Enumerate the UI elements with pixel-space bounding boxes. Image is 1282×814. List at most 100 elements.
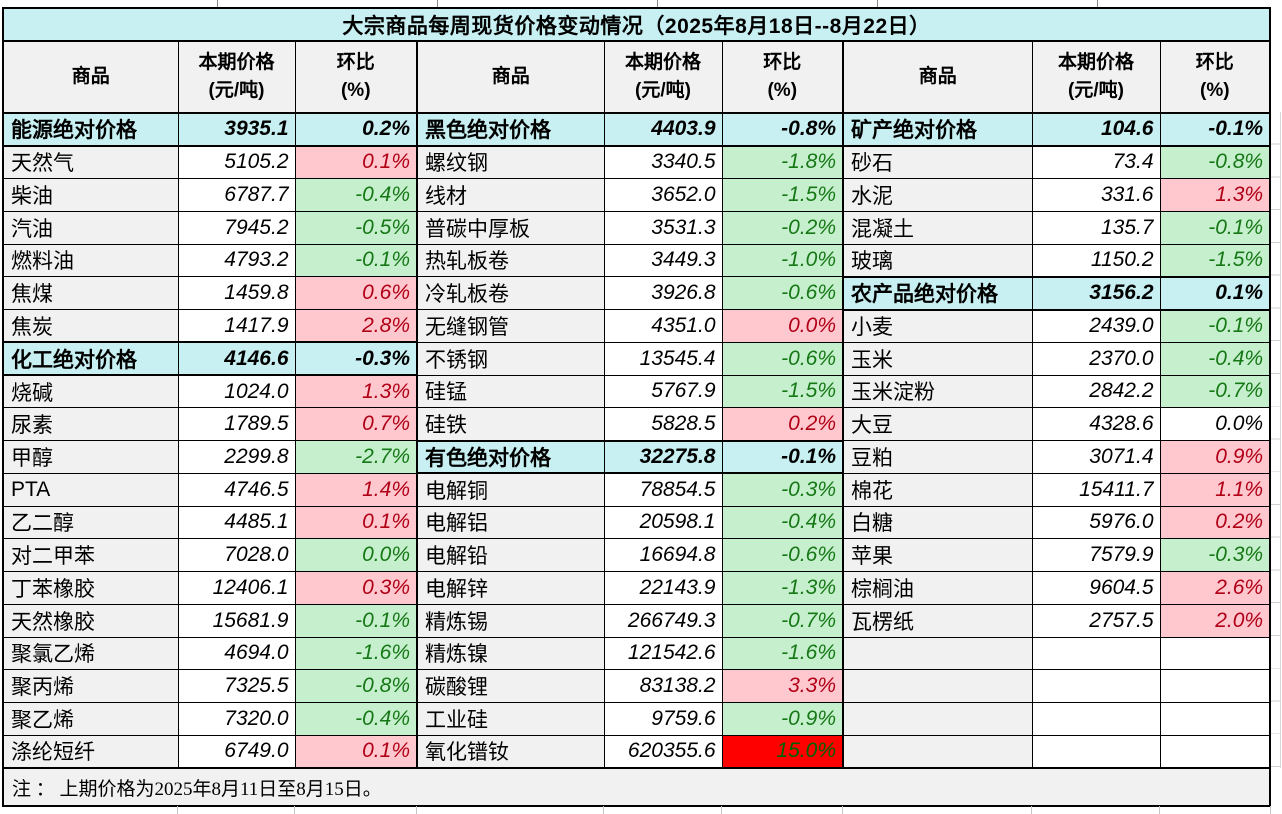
category-name-cell[interactable]: 有色绝对价格 (416, 439, 605, 475)
price-cell[interactable]: 4328.6 (1031, 407, 1161, 441)
commodity-name-cell[interactable]: 电解锌 (416, 571, 605, 605)
commodity-name-cell[interactable]: 普碳中厚板 (416, 210, 605, 245)
price-cell[interactable]: 20598.1 (603, 505, 723, 540)
price-cell[interactable]: 4403.9 (603, 112, 723, 147)
pct-cell[interactable] (1159, 702, 1272, 736)
commodity-name-cell[interactable]: 瓦楞纸 (842, 603, 1033, 638)
commodity-name-cell[interactable]: 天然气 (2, 145, 179, 179)
pct-cell[interactable]: -0.5% (294, 210, 418, 245)
price-cell[interactable]: 1150.2 (1031, 243, 1161, 278)
commodity-name-cell[interactable]: 苹果 (842, 538, 1033, 572)
pct-cell[interactable]: -0.1% (294, 603, 418, 638)
commodity-name-cell[interactable]: 工业硅 (416, 702, 605, 736)
price-cell[interactable]: 3935.1 (177, 112, 296, 147)
pct-cell[interactable]: -1.8% (721, 145, 844, 179)
price-cell[interactable] (1031, 702, 1161, 736)
pct-cell[interactable]: -0.6% (721, 341, 844, 376)
pct-cell[interactable]: 0.2% (1159, 505, 1272, 540)
commodity-name-cell[interactable]: 汽油 (2, 210, 179, 245)
commodity-name-cell[interactable]: 无缝钢管 (416, 309, 605, 343)
price-cell[interactable]: 331.6 (1031, 178, 1161, 212)
category-name-cell[interactable]: 农产品绝对价格 (842, 275, 1033, 311)
header-pct-2[interactable]: 环比 (%) (721, 40, 844, 114)
pct-cell[interactable]: 1.3% (294, 374, 418, 409)
price-cell[interactable]: 5767.9 (603, 374, 723, 409)
commodity-name-cell[interactable]: 玉米淀粉 (842, 374, 1033, 409)
header-price-2[interactable]: 本期价格 (元/吨) (603, 40, 723, 114)
price-cell[interactable]: 7028.0 (177, 538, 296, 572)
commodity-name-cell[interactable]: 尿素 (2, 407, 179, 441)
commodity-name-cell[interactable]: 聚丙烯 (2, 669, 179, 703)
price-cell[interactable]: 22143.9 (603, 571, 723, 605)
commodity-name-cell[interactable]: 棉花 (842, 472, 1033, 507)
commodity-name-cell[interactable]: 碳酸锂 (416, 669, 605, 703)
pct-cell[interactable]: -0.1% (294, 243, 418, 278)
price-cell[interactable]: 2299.8 (177, 440, 296, 474)
price-cell[interactable] (1031, 734, 1161, 769)
pct-cell[interactable]: -0.4% (1159, 341, 1272, 376)
price-cell[interactable]: 78854.5 (603, 472, 723, 507)
pct-cell[interactable]: -0.2% (721, 210, 844, 245)
pct-cell[interactable]: 1.4% (294, 472, 418, 507)
price-cell[interactable]: 2842.2 (1031, 374, 1161, 409)
commodity-name-cell[interactable]: 线材 (416, 178, 605, 212)
commodity-name-cell[interactable]: 电解铝 (416, 505, 605, 540)
commodity-name-cell[interactable] (842, 734, 1033, 769)
price-cell[interactable]: 3156.2 (1031, 275, 1161, 311)
price-cell[interactable]: 3071.4 (1031, 440, 1161, 474)
price-cell[interactable]: 7325.5 (177, 669, 296, 703)
pct-cell[interactable]: 2.8% (294, 309, 418, 343)
pct-cell[interactable]: 0.2% (721, 407, 844, 441)
price-cell[interactable]: 2370.0 (1031, 341, 1161, 376)
price-cell[interactable]: 13545.4 (603, 341, 723, 376)
pct-cell[interactable] (1159, 669, 1272, 703)
price-cell[interactable]: 83138.2 (603, 669, 723, 703)
commodity-name-cell[interactable]: 烧碱 (2, 374, 179, 409)
pct-cell[interactable]: -0.6% (721, 276, 844, 310)
pct-cell[interactable]: 0.2% (294, 112, 418, 147)
pct-cell[interactable]: 0.1% (294, 734, 418, 769)
pct-cell[interactable]: 0.3% (294, 571, 418, 605)
price-cell[interactable]: 7320.0 (177, 702, 296, 736)
pct-cell[interactable]: 0.1% (1159, 275, 1272, 311)
price-cell[interactable]: 3531.3 (603, 210, 723, 245)
price-cell[interactable]: 135.7 (1031, 210, 1161, 245)
pct-cell[interactable]: -0.3% (721, 472, 844, 507)
price-cell[interactable]: 4146.6 (177, 341, 296, 376)
pct-cell[interactable]: 0.1% (294, 145, 418, 179)
pct-cell[interactable]: 0.9% (1159, 440, 1272, 474)
price-cell[interactable]: 4694.0 (177, 636, 296, 671)
price-cell[interactable]: 4351.0 (603, 309, 723, 343)
pct-cell[interactable]: -1.5% (721, 178, 844, 212)
commodity-name-cell[interactable]: 涤纶短纤 (2, 734, 179, 769)
commodity-name-cell[interactable]: 水泥 (842, 178, 1033, 212)
commodity-name-cell[interactable]: 对二甲苯 (2, 538, 179, 572)
pct-cell[interactable]: -0.6% (721, 538, 844, 572)
pct-cell[interactable]: 1.3% (1159, 178, 1272, 212)
pct-cell[interactable]: -1.3% (721, 571, 844, 605)
pct-cell[interactable]: 3.3% (721, 669, 844, 703)
commodity-name-cell[interactable]: 硅铁 (416, 407, 605, 441)
price-cell[interactable]: 3652.0 (603, 178, 723, 212)
commodity-name-cell[interactable] (842, 702, 1033, 736)
commodity-name-cell[interactable]: 螺纹钢 (416, 145, 605, 179)
commodity-name-cell[interactable]: 不锈钢 (416, 341, 605, 376)
price-cell[interactable]: 3340.5 (603, 145, 723, 179)
commodity-name-cell[interactable]: 玉米 (842, 341, 1033, 376)
price-cell[interactable]: 9759.6 (603, 702, 723, 736)
price-cell[interactable]: 73.4 (1031, 145, 1161, 179)
pct-cell[interactable]: -1.5% (1159, 243, 1272, 278)
price-cell[interactable]: 2439.0 (1031, 309, 1161, 343)
pct-cell[interactable]: 0.0% (294, 538, 418, 572)
pct-cell[interactable]: -1.5% (721, 374, 844, 409)
price-cell[interactable]: 32275.8 (603, 439, 723, 475)
pct-cell[interactable]: -0.1% (1159, 309, 1272, 343)
price-cell[interactable]: 6749.0 (177, 734, 296, 769)
commodity-name-cell[interactable]: 硅锰 (416, 374, 605, 409)
price-cell[interactable]: 5828.5 (603, 407, 723, 441)
commodity-name-cell[interactable]: 甲醇 (2, 440, 179, 474)
pct-cell[interactable]: 2.0% (1159, 603, 1272, 638)
category-name-cell[interactable]: 矿产绝对价格 (842, 112, 1033, 147)
commodity-name-cell[interactable]: 乙二醇 (2, 505, 179, 540)
category-name-cell[interactable]: 黑色绝对价格 (416, 112, 605, 147)
